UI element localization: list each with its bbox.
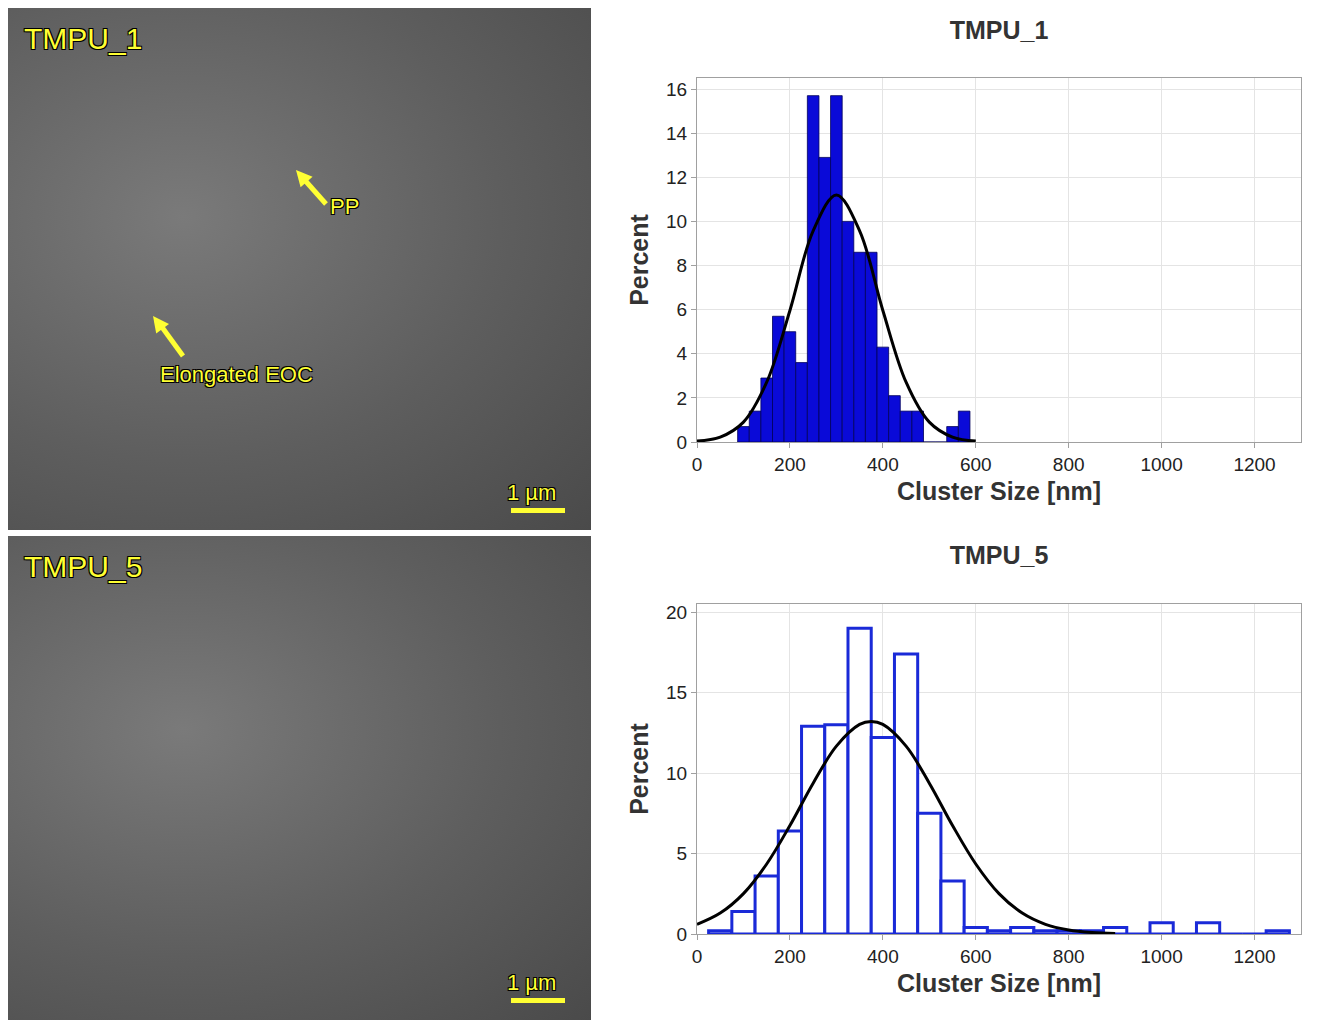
svg-text:Cluster Size [nm]: Cluster Size [nm] bbox=[897, 969, 1101, 997]
svg-text:1000: 1000 bbox=[1140, 946, 1182, 967]
svg-text:0: 0 bbox=[692, 454, 703, 475]
svg-text:Cluster Size [nm]: Cluster Size [nm] bbox=[897, 477, 1101, 505]
svg-text:0: 0 bbox=[692, 946, 703, 967]
html-text:TMPU_1: TMPU_1 bbox=[24, 22, 143, 55]
svg-text:600: 600 bbox=[960, 946, 992, 967]
svg-text:14: 14 bbox=[666, 123, 688, 144]
svg-text:16: 16 bbox=[666, 79, 687, 100]
svg-text:TMPU_5: TMPU_5 bbox=[950, 541, 1049, 569]
svg-text:Percent: Percent bbox=[625, 722, 653, 814]
html-text:PP: PP bbox=[330, 194, 360, 219]
svg-text:400: 400 bbox=[867, 946, 899, 967]
svg-text:200: 200 bbox=[774, 946, 806, 967]
html-text:1 µm: 1 µm bbox=[507, 480, 557, 505]
svg-text:200: 200 bbox=[774, 454, 806, 475]
svg-text:400: 400 bbox=[867, 454, 899, 475]
svg-text:6: 6 bbox=[677, 299, 688, 320]
svg-text:800: 800 bbox=[1053, 454, 1085, 475]
svg-text:4: 4 bbox=[677, 343, 688, 364]
svg-text:8: 8 bbox=[677, 255, 688, 276]
svg-text:0: 0 bbox=[677, 924, 688, 945]
svg-text:10: 10 bbox=[666, 211, 687, 232]
svg-text:TMPU_1: TMPU_1 bbox=[950, 16, 1049, 44]
svg-text:10: 10 bbox=[666, 763, 687, 784]
svg-text:2: 2 bbox=[677, 388, 688, 409]
svg-text:800: 800 bbox=[1053, 946, 1085, 967]
svg-text:1200: 1200 bbox=[1233, 946, 1275, 967]
svg-text:5: 5 bbox=[677, 843, 688, 864]
svg-text:1000: 1000 bbox=[1140, 454, 1182, 475]
svg-text:20: 20 bbox=[666, 602, 687, 623]
svg-text:1200: 1200 bbox=[1233, 454, 1275, 475]
html-text:TMPU_5: TMPU_5 bbox=[24, 550, 143, 583]
html-text:Elongated EOC: Elongated EOC bbox=[160, 362, 313, 387]
svg-text:15: 15 bbox=[666, 682, 687, 703]
html-text:1 µm: 1 µm bbox=[507, 970, 557, 995]
svg-text:600: 600 bbox=[960, 454, 992, 475]
svg-text:Percent: Percent bbox=[625, 213, 653, 305]
svg-text:0: 0 bbox=[677, 432, 688, 453]
svg-text:12: 12 bbox=[666, 167, 687, 188]
